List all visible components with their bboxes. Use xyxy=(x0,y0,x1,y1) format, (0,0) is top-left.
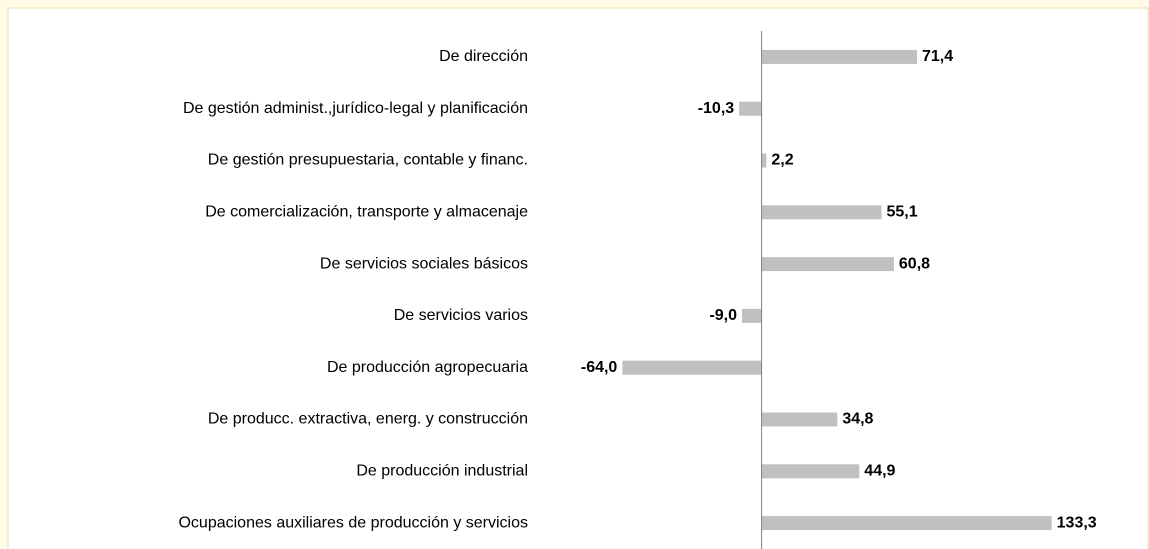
category-label: De gestión presupuestaria, contable y fi… xyxy=(208,152,528,169)
category-label: De dirección xyxy=(439,48,528,65)
value-label: 133,3 xyxy=(1057,514,1097,531)
value-label: -10,3 xyxy=(698,100,735,117)
value-label: 34,8 xyxy=(842,411,873,428)
value-label: 2,2 xyxy=(771,152,793,169)
category-label: De gestión administ.,jurídico-legal y pl… xyxy=(183,100,528,117)
category-label: De servicios varios xyxy=(394,307,528,324)
bar xyxy=(761,516,1052,531)
category-label: De producc. extractiva, energ. y constru… xyxy=(208,411,528,428)
bar xyxy=(761,464,860,479)
value-label: 55,1 xyxy=(886,204,917,221)
value-label: -64,0 xyxy=(581,359,618,376)
bar xyxy=(739,101,762,116)
value-label: 44,9 xyxy=(864,463,895,480)
category-label: De comercialización, transporte y almace… xyxy=(205,204,528,221)
bar xyxy=(761,49,917,64)
value-label: 60,8 xyxy=(899,255,930,272)
bar xyxy=(761,205,882,220)
category-label: Ocupaciones auxiliares de producción y s… xyxy=(178,514,528,531)
bar xyxy=(742,308,762,323)
bar xyxy=(622,360,762,375)
bar xyxy=(761,257,894,272)
category-label: De servicios sociales básicos xyxy=(320,255,528,272)
category-label: De producción industrial xyxy=(356,463,528,480)
plot-frame xyxy=(7,7,1149,549)
bar xyxy=(761,153,767,168)
value-label: -9,0 xyxy=(709,307,737,324)
bar xyxy=(761,412,838,427)
category-label: De producción agropecuaria xyxy=(327,359,528,376)
value-label: 71,4 xyxy=(922,48,953,65)
